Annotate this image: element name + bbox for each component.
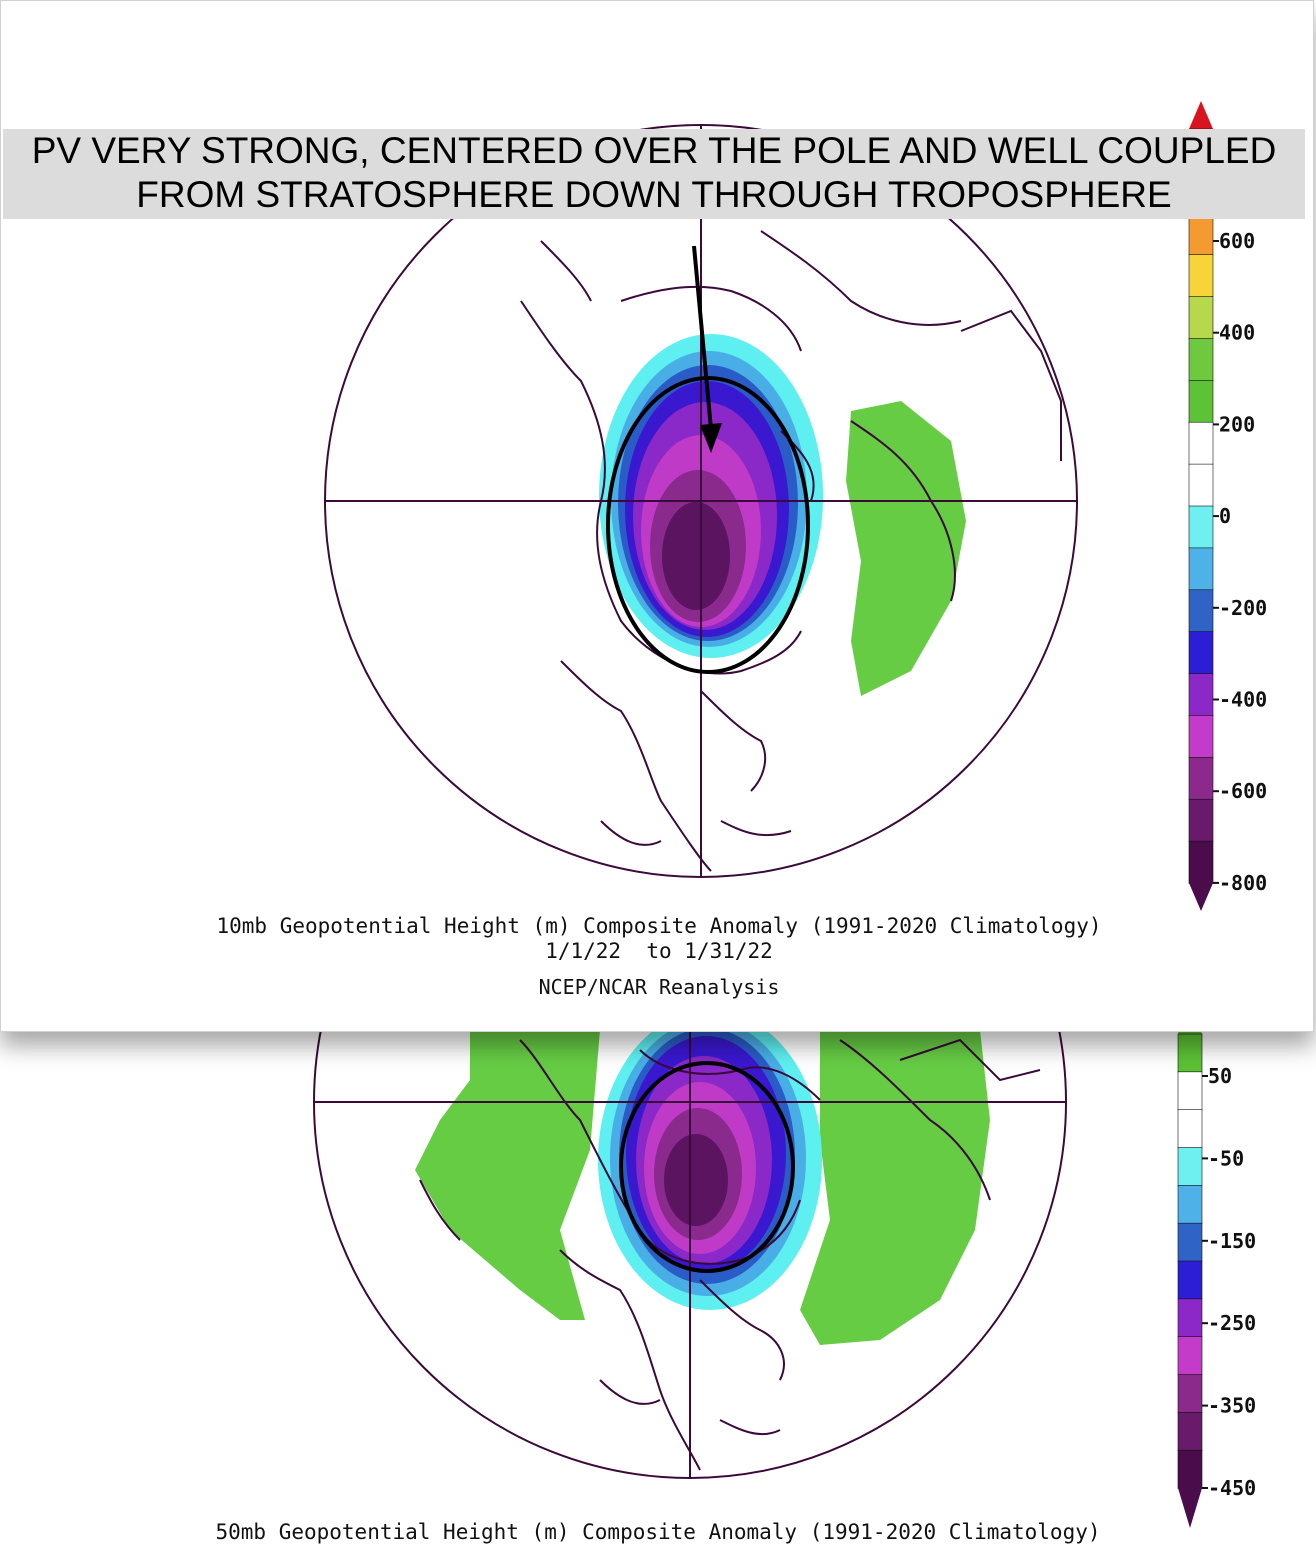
colorbar-segment xyxy=(1188,505,1214,549)
colorbar-segment xyxy=(1177,1298,1203,1338)
colorbar-segment xyxy=(1177,1109,1203,1149)
colorbar-bottom-arrow xyxy=(1178,1488,1202,1528)
colorbar-segment xyxy=(1188,715,1214,759)
map-50mb: 50 -50 -150 -250 -350 -450 xyxy=(313,725,1256,1528)
colorbar-segment xyxy=(1188,673,1214,717)
colorbar-segment xyxy=(1188,421,1214,465)
colorbar-label: -400 xyxy=(1219,688,1267,712)
map-10mb: 600 400 200 0 -200 -400 -600 -800 xyxy=(324,101,1267,911)
colorbar-label: -800 xyxy=(1219,871,1267,895)
colorbar-segment xyxy=(1177,1071,1203,1111)
colorbar-segment xyxy=(1188,589,1214,633)
colorbar-segment xyxy=(1188,380,1214,424)
colorbar-segment xyxy=(1188,757,1214,801)
vortex-outline-50mb xyxy=(619,1061,795,1273)
colorbar-segment xyxy=(1177,1147,1203,1187)
colorbar-segment xyxy=(1177,1449,1203,1489)
colorbar-label: -50 xyxy=(1208,1146,1244,1170)
colorbar-label: -600 xyxy=(1219,779,1267,803)
colorbar-bottom-arrow xyxy=(1189,883,1213,911)
coastlines-10mb xyxy=(520,230,1062,872)
map-title-10mb: 10mb Geopotential Height (m) Composite A… xyxy=(216,914,1102,938)
colorbar-segment xyxy=(1177,1033,1203,1073)
annotation-banner: PV VERY STRONG, CENTERED OVER THE POLE A… xyxy=(3,129,1305,219)
anomaly-band-darkpurple-10mb xyxy=(662,502,730,610)
positive-anomaly-europe xyxy=(846,401,966,696)
colorbar-segment xyxy=(1188,798,1214,842)
colorbar-segment xyxy=(1177,1260,1203,1300)
colorbar-label: 400 xyxy=(1219,321,1255,345)
colorbar-segment xyxy=(1188,840,1214,884)
annotation-line-1: PV VERY STRONG, CENTERED OVER THE POLE A… xyxy=(31,130,1277,171)
colorbar-label: -250 xyxy=(1208,1311,1256,1335)
map-dates-10mb: 1/1/22 to 1/31/22 xyxy=(545,939,773,963)
colorbar-segment xyxy=(1177,1185,1203,1224)
annotation-line-2: FROM STRATOSPHERE DOWN THROUGH TROPOSPHE… xyxy=(136,174,1172,215)
colorbar-segment xyxy=(1177,1222,1203,1262)
map-panel-10mb: 600 400 200 0 -200 -400 -600 -800 10mb Geopoten… xyxy=(0,0,1314,1032)
colorbar-segment xyxy=(1188,296,1214,340)
colorbar-segment xyxy=(1177,1336,1203,1376)
colorbar-label: 50 xyxy=(1208,1064,1232,1088)
colorbar-label: 200 xyxy=(1219,412,1255,436)
colorbar-50mb: 50 -50 -150 -250 -350 -450 xyxy=(1177,994,1256,1528)
annotation-arrow-head xyxy=(700,423,722,453)
colorbar-segment xyxy=(1188,254,1214,298)
colorbar-segment xyxy=(1177,1412,1203,1451)
colorbar-label: 600 xyxy=(1219,229,1255,253)
colorbar-segment xyxy=(1188,631,1214,675)
annotation-arrow-shaft xyxy=(692,245,713,430)
map-title-50mb: 50mb Geopotential Height (m) Composite A… xyxy=(215,1520,1101,1544)
colorbar-label: -350 xyxy=(1208,1394,1256,1418)
colorbar-label: -200 xyxy=(1219,596,1267,620)
colorbar-segment xyxy=(1188,547,1214,591)
colorbar-segment xyxy=(1188,463,1214,507)
colorbar-label: -450 xyxy=(1208,1476,1256,1500)
colorbar-segment xyxy=(1177,1374,1203,1414)
colorbar-label: -150 xyxy=(1208,1229,1256,1253)
colorbar-segment xyxy=(1188,212,1214,256)
colorbar-10mb: 600 400 200 0 -200 -400 -600 -800 xyxy=(1188,101,1267,911)
positive-anomaly-east xyxy=(800,1030,990,1345)
anomaly-band-darkpurple xyxy=(664,1134,728,1226)
map-source-10mb: NCEP/NCAR Reanalysis xyxy=(538,975,780,999)
map-panel-50mb: 50 -50 -150 -250 -350 -450 50mb Geopotential … xyxy=(0,725,1316,1546)
colorbar-label: 0 xyxy=(1219,504,1231,528)
colorbar-top-arrow xyxy=(1189,101,1213,129)
colorbar-segment xyxy=(1188,338,1214,382)
